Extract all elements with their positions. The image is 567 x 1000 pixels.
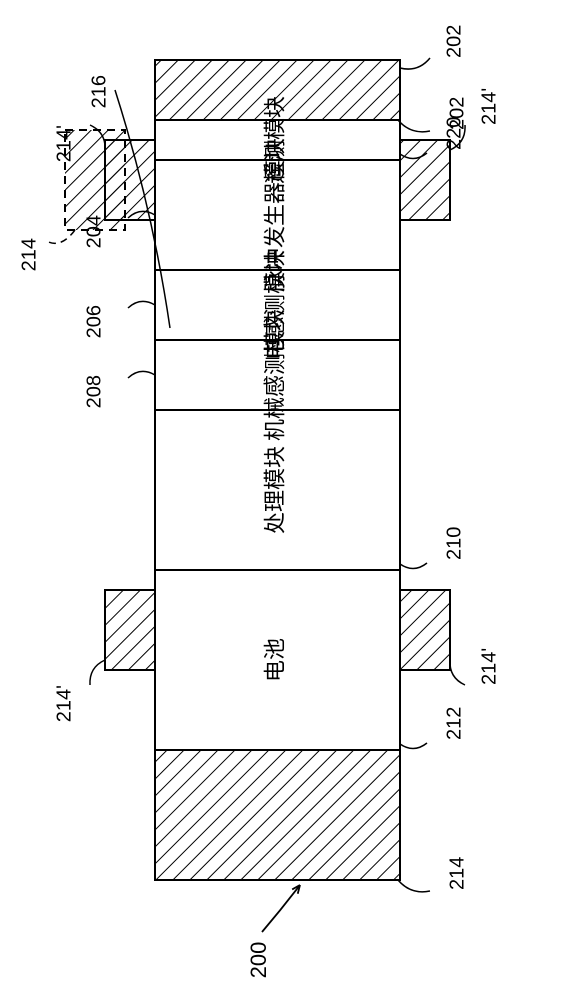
ref-210: 210 (443, 527, 465, 560)
ref-214-dashed: 214 (18, 238, 40, 271)
optional-block (65, 130, 125, 230)
ref-bump-bl: 214' (53, 685, 75, 722)
ref-212: 212 (443, 707, 465, 740)
proc-label: 处理模块 (263, 446, 288, 534)
battery-label: 电池 (263, 638, 288, 682)
cap-bottom (155, 750, 400, 880)
bump-tr (400, 140, 450, 220)
block-diagram: 遥测模块220脉冲发生器模块204电感测模块206机械感测模块208处理模块21… (0, 0, 567, 1000)
svg-text:202: 202 (443, 25, 465, 58)
msense-label: 机械感测模块 (263, 309, 288, 441)
ref-216: 216 (88, 75, 110, 108)
ref-208: 208 (83, 375, 105, 408)
ref-202-top: 202 (446, 97, 468, 130)
ref-206: 206 (83, 305, 105, 338)
ref-bump-br: 214' (478, 648, 500, 685)
bump-bl (105, 590, 155, 670)
ref-214: 214 (446, 857, 468, 890)
cap-top (155, 60, 400, 120)
ref-bump-tr: 214' (478, 88, 500, 125)
ref-200: 200 (246, 942, 271, 979)
bump-br (400, 590, 450, 670)
